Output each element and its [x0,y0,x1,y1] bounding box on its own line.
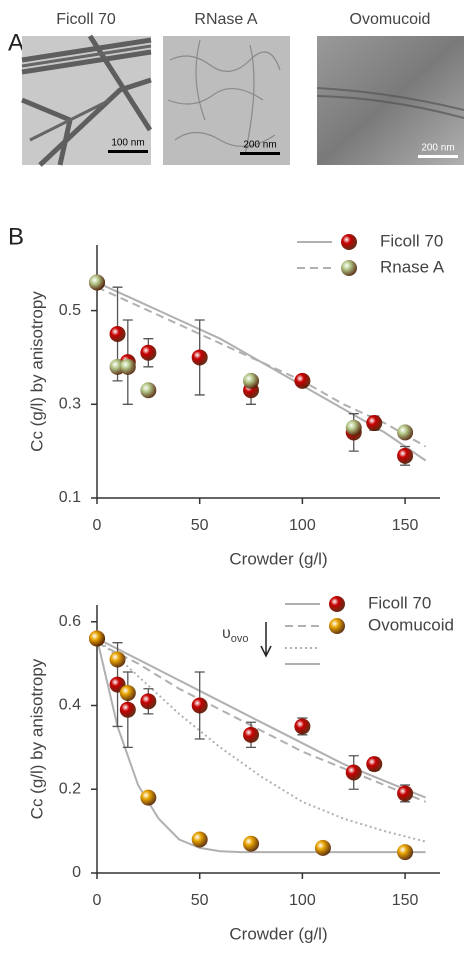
marker [294,718,311,735]
arrow [260,622,272,658]
x-axis-title: Crowder (g/l) [229,549,327,568]
y-axis-title: Cc (g/l) by anisotropy [27,291,46,452]
y-tick-label: 0.3 [59,396,81,413]
marker [243,372,260,389]
marker [294,372,311,389]
marker [345,419,362,436]
marker [191,349,208,366]
legend-label: Ovomucoid [368,615,454,634]
x-tick-label: 100 [289,517,316,534]
marker [397,424,414,441]
legend-marker [329,618,345,634]
micrograph: 200 nm [163,36,290,165]
y-axis-title: Cc (g/l) by anisotropy [27,658,46,819]
y-tick-label: 0.2 [59,780,81,797]
marker [345,764,362,781]
scale-bar-label: 100 nm [111,138,144,149]
micrograph: 100 nm [21,34,153,167]
x-tick-label: 150 [392,517,419,534]
x-tick-label: 0 [93,517,102,534]
marker [397,785,414,802]
image-title: Ficoll 70 [56,11,116,28]
marker [140,693,157,710]
fit-line [96,641,426,803]
x-tick-label: 50 [191,892,209,909]
marker [366,756,383,773]
marker [140,382,157,399]
marker [140,789,157,806]
marker [397,447,414,464]
annotation-subscript: ovo [231,633,249,645]
legend-label: Ficoll 70 [380,231,443,250]
marker [366,415,383,432]
annotation-symbol: υ [222,625,231,642]
marker [191,697,208,714]
legend-label: Ficoll 70 [368,593,431,612]
x-tick-label: 100 [289,892,316,909]
marker [109,651,126,668]
scale-bar-label: 200 nm [243,140,276,151]
panel-label: B [8,223,24,250]
legend-marker [341,234,357,250]
x-axis-title: Crowder (g/l) [229,924,327,943]
y-tick-label: 0.6 [59,613,81,630]
image-title: Ovomucoid [350,11,431,28]
marker [243,835,260,852]
marker [397,844,414,861]
y-tick-label: 0 [72,864,81,881]
y-tick-label: 0.5 [59,302,81,319]
marker [243,726,260,743]
legend-marker [329,596,345,612]
x-tick-label: 0 [93,892,102,909]
marker [119,358,136,375]
marker [119,701,136,718]
legend-marker [341,260,357,276]
annotation: υovo [222,625,249,645]
marker [89,630,105,647]
x-tick-label: 50 [191,517,209,534]
marker [140,344,157,361]
y-tick-label: 0.1 [59,489,81,506]
marker [314,839,331,856]
fit-line [96,637,426,799]
marker [191,831,208,848]
image-title: RNase A [194,11,257,28]
scale-bar-label: 200 nm [421,143,454,154]
fit-line [96,638,426,854]
legend-label: Rnase A [380,257,445,276]
micrograph: 200 nm [316,36,465,165]
x-tick-label: 150 [392,892,419,909]
marker [109,326,126,343]
y-tick-label: 0.4 [59,697,81,714]
marker [89,274,105,291]
panel-label: A [8,29,24,56]
fit-line [96,637,426,843]
marker [119,684,136,701]
